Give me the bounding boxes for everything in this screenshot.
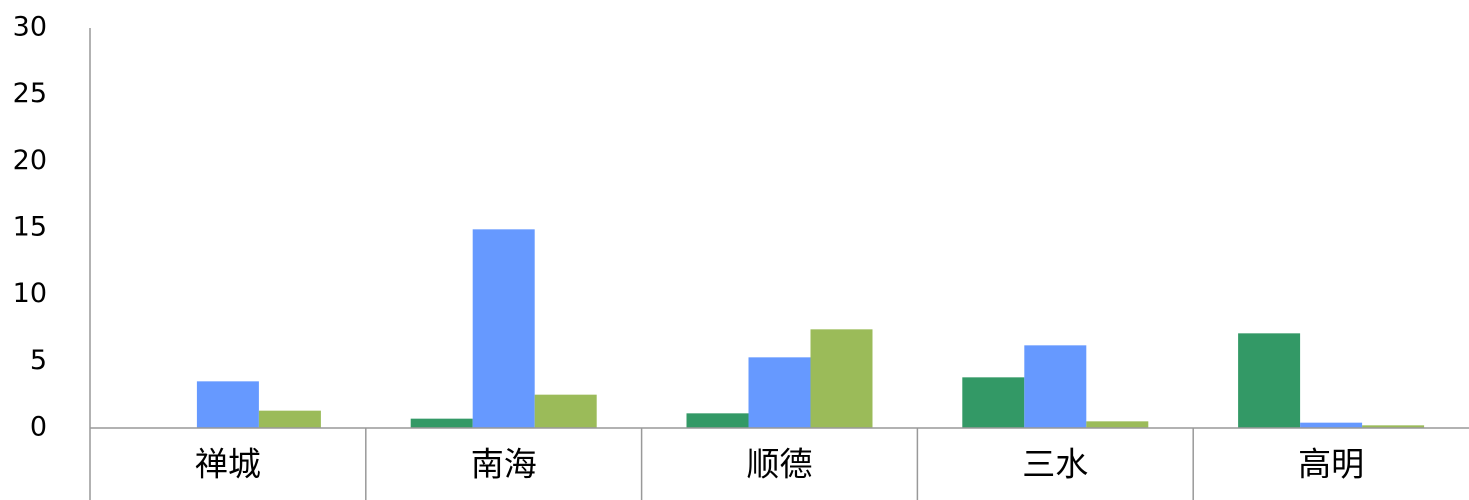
bar xyxy=(196,381,259,428)
bar xyxy=(472,229,535,428)
y-tick-label: 5 xyxy=(30,345,47,376)
y-tick-label: 0 xyxy=(30,412,47,443)
x-tick-label: 南海 xyxy=(471,445,537,484)
bar xyxy=(1024,345,1087,428)
bar xyxy=(810,329,873,428)
bar xyxy=(1362,425,1425,428)
bar xyxy=(1238,333,1301,428)
y-tick-label: 30 xyxy=(13,12,47,43)
y-tick-label: 15 xyxy=(13,212,47,243)
x-tick-label: 三水 xyxy=(1022,445,1088,484)
y-tick-label: 20 xyxy=(13,145,47,176)
bar xyxy=(534,394,597,428)
x-tick-label: 高明 xyxy=(1298,445,1364,484)
bar xyxy=(962,377,1025,428)
x-tick-label: 顺德 xyxy=(747,445,813,484)
bar xyxy=(258,410,321,428)
y-tick-label: 25 xyxy=(13,78,47,109)
bar xyxy=(1086,421,1149,428)
y-tick-label: 10 xyxy=(13,278,47,309)
bar xyxy=(748,357,811,428)
bar xyxy=(1300,422,1363,428)
bar xyxy=(410,418,473,428)
x-tick-label: 禅城 xyxy=(195,445,261,484)
bar xyxy=(686,413,749,428)
